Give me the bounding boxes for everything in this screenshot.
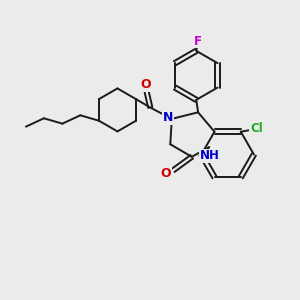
Text: Cl: Cl xyxy=(250,122,263,135)
Text: O: O xyxy=(160,167,171,180)
Text: O: O xyxy=(140,78,151,91)
Text: N: N xyxy=(163,111,173,124)
Text: NH: NH xyxy=(200,149,220,162)
Text: F: F xyxy=(194,35,202,48)
